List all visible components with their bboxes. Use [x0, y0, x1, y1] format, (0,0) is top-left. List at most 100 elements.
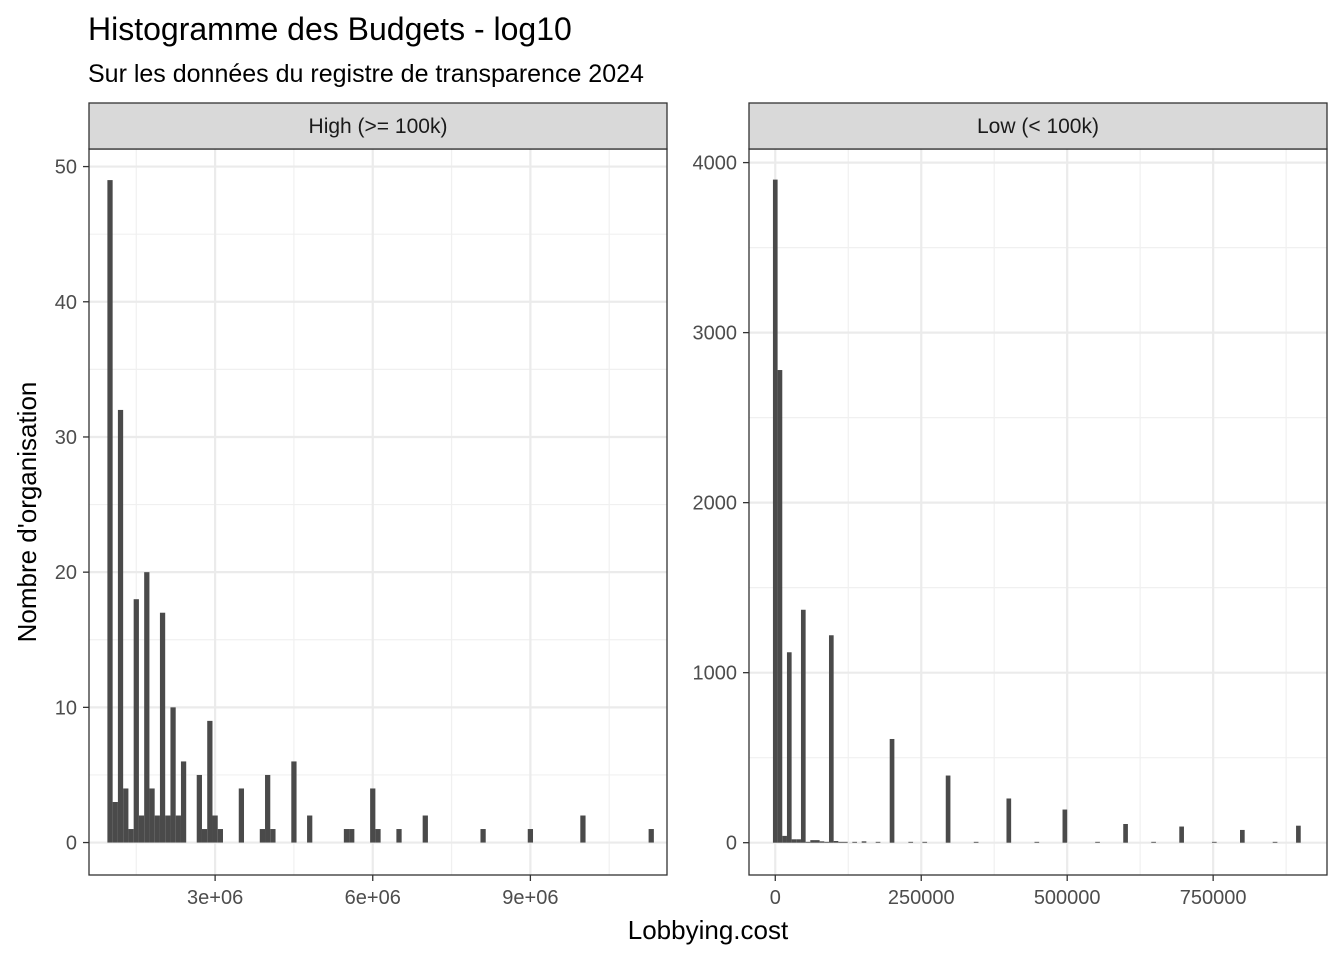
histogram-bar [838, 841, 843, 843]
x-tick-label: 9e+06 [502, 887, 558, 909]
histogram-bar [1211, 841, 1217, 843]
histogram-bar [973, 841, 979, 843]
x-axis-title: Lobbying.cost [628, 915, 789, 945]
histogram-bar [791, 839, 797, 843]
histogram-bar [945, 775, 951, 843]
histogram-bar [165, 815, 171, 843]
histogram-bar [580, 815, 586, 843]
histogram-bar [117, 409, 124, 843]
chart-title: Histogramme des Budgets - log10 [88, 11, 572, 47]
y-tick-label: 0 [726, 833, 737, 855]
histogram-bar [908, 841, 914, 843]
histogram-bar [1123, 823, 1128, 843]
histogram-bar [1296, 825, 1301, 843]
y-tick-label: 2000 [693, 493, 738, 515]
histogram-bar [1179, 826, 1184, 843]
histogram-bar [207, 720, 213, 843]
histogram-bar [265, 774, 271, 843]
histogram-bar [1034, 841, 1040, 843]
histogram-bar [828, 635, 834, 843]
x-tick-label: 3e+06 [187, 887, 243, 909]
histogram-bar [889, 738, 895, 843]
x-tick-label: 0 [770, 887, 781, 909]
y-tick-label: 0 [66, 833, 77, 855]
histogram-bar [196, 774, 202, 843]
y-tick-label: 50 [55, 157, 77, 179]
histogram-bar [814, 840, 820, 843]
y-tick-label: 3000 [693, 323, 738, 345]
y-tick-label: 40 [55, 292, 77, 314]
panel-background [89, 149, 667, 875]
histogram-bar [786, 652, 792, 843]
histogram-bar [842, 841, 848, 843]
histogram-bar [112, 801, 118, 843]
histogram-bar [159, 612, 166, 843]
facet-strip [748, 102, 1328, 150]
histogram-bar [805, 841, 811, 843]
histogram-bar [270, 829, 276, 843]
histogram-bar [1006, 798, 1012, 843]
histogram-bar [527, 829, 534, 843]
histogram-bar [128, 829, 134, 843]
histogram-bar [170, 707, 176, 843]
histogram-bar [1095, 841, 1100, 843]
histogram-bar [852, 841, 858, 843]
facet-panel-low: Low (< 100k) 0 250000 500000 750000 0 1000 2000… [693, 102, 1328, 909]
histogram-bar [396, 829, 402, 843]
facet-strip-label: Low (< 100k) [977, 115, 1099, 138]
histogram-bar [154, 815, 160, 843]
histogram-bar [123, 788, 129, 843]
histogram-bar [480, 829, 486, 843]
histogram-bar [259, 829, 266, 843]
histogram-bar [107, 180, 113, 843]
histogram-bar [180, 761, 187, 843]
histogram-bar [307, 815, 313, 843]
histogram-bar [833, 840, 839, 843]
panel-background [749, 149, 1327, 875]
histogram-bar [1240, 829, 1245, 843]
x-tick-label: 6e+06 [345, 887, 401, 909]
facet-strip-label: High (>= 100k) [309, 115, 448, 138]
histogram-bar [1062, 809, 1068, 843]
histogram-bar [291, 761, 297, 843]
histogram-bar [824, 841, 829, 843]
x-tick-label: 750000 [1180, 887, 1247, 909]
histogram-bar [782, 835, 787, 843]
histogram-bar [370, 788, 376, 843]
y-tick-label: 10 [55, 697, 77, 719]
histogram-bar [922, 841, 928, 843]
histogram-bar [238, 788, 245, 843]
histogram-bar [375, 829, 381, 843]
histogram-bar [800, 609, 806, 843]
histogram-bar [133, 599, 139, 843]
histogram-bar [819, 841, 825, 843]
chart-subtitle: Sur les données du registre de transpare… [88, 60, 644, 88]
histogram-bar [1272, 841, 1278, 843]
histogram-bar [772, 179, 778, 843]
histogram-bar [777, 370, 783, 843]
histogram-bar [861, 841, 867, 843]
histogram-bar [201, 829, 208, 843]
histogram-bar [796, 839, 801, 843]
histogram-bar [217, 829, 223, 843]
y-tick-label: 1000 [693, 663, 738, 685]
histogram-bar [349, 829, 355, 843]
y-tick-label: 20 [55, 562, 77, 584]
x-tick-label: 250000 [888, 887, 955, 909]
histogram-bar [648, 829, 654, 843]
x-tick-label: 500000 [1034, 887, 1101, 909]
histogram-bar [212, 815, 218, 843]
histogram-bar [175, 815, 181, 843]
histogram-bar [810, 840, 815, 843]
y-tick-label: 4000 [693, 153, 738, 175]
facet-strip [88, 102, 668, 150]
histogram-bar [422, 815, 428, 843]
y-axis-title: Nombre d'organisation [12, 382, 42, 643]
histogram-bar [149, 788, 155, 843]
histogram-bar [875, 841, 881, 843]
histogram-bar [343, 829, 350, 843]
y-tick-label: 30 [55, 427, 77, 449]
histogram-bar [1151, 841, 1156, 843]
facet-panel-high: High (>= 100k) 3e+06 6e+06 9e+06 0 10 20 30 40 50 [55, 102, 668, 909]
